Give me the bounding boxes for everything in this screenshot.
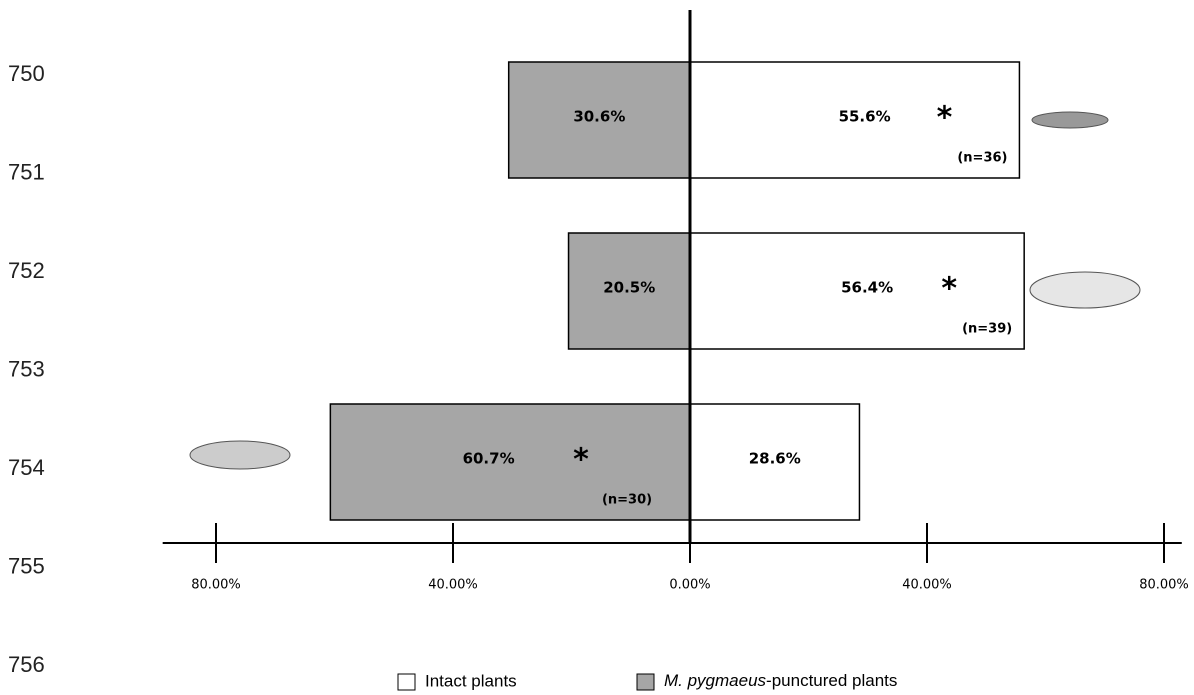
significance-star: * <box>937 101 953 136</box>
line-number: 750 <box>8 61 45 86</box>
value-label: 60.7% <box>463 450 515 468</box>
legend-swatch <box>398 674 415 690</box>
legend-swatch <box>637 674 654 690</box>
significance-star: * <box>941 272 957 307</box>
x-tick-label: 0.00% <box>669 578 710 593</box>
legend-label: M. pygmaeus-punctured plants <box>664 671 897 690</box>
line-number: 751 <box>8 159 45 184</box>
line-number: 755 <box>8 553 45 578</box>
parasitoid-icon <box>190 441 290 469</box>
line-number: 752 <box>8 258 45 283</box>
line-number: 753 <box>8 356 45 381</box>
n-label: (n=39) <box>962 322 1012 337</box>
thrips-icon <box>1032 112 1108 128</box>
n-label: (n=36) <box>957 151 1007 166</box>
x-tick-label: 80.00% <box>191 578 241 593</box>
line-number: 754 <box>8 455 45 480</box>
chart: 750 751 752 753 754 755 756 80.00% 40.00% 0.00% 40… <box>0 0 1194 695</box>
legend-label-italic: M. pygmaeus <box>664 671 767 690</box>
n-label: (n=30) <box>602 493 652 508</box>
legend-label: Intact plants <box>425 671 517 690</box>
significance-star: * <box>573 443 589 478</box>
whitefly-icon <box>1030 272 1140 308</box>
value-label: 30.6% <box>573 108 625 126</box>
value-label: 20.5% <box>603 279 655 297</box>
x-tick-label: 40.00% <box>428 578 478 593</box>
value-label: 56.4% <box>841 279 893 297</box>
value-label: 28.6% <box>749 450 801 468</box>
x-tick-label: 40.00% <box>902 578 952 593</box>
x-tick-label: 80.00% <box>1139 578 1189 593</box>
line-number: 756 <box>8 652 45 677</box>
legend-label-rest: -punctured plants <box>766 671 897 690</box>
value-label: 55.6% <box>839 108 891 126</box>
